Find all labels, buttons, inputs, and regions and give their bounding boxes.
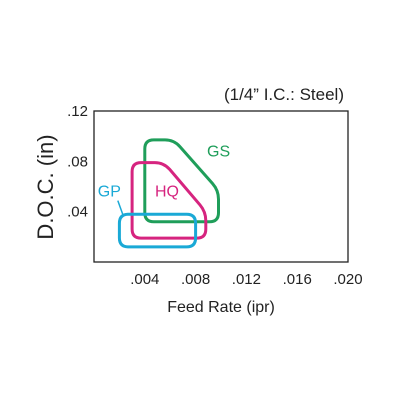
x-tick-label: .008 — [181, 271, 210, 288]
operating-regions: GS HQ GP — [98, 138, 230, 249]
x-tick-labels: .004 .008 .012 .016 .020 — [130, 271, 362, 288]
x-tick-label: .004 — [130, 271, 159, 288]
region-gs — [143, 138, 220, 224]
region-label-hq: HQ — [155, 184, 179, 201]
region-hq — [130, 161, 208, 240]
region-gp — [117, 212, 198, 249]
y-tick-label: .04 — [67, 204, 88, 221]
x-axis-title: Feed Rate (ipr) — [167, 299, 275, 316]
y-axis-title: D.O.C. (in) — [33, 134, 58, 239]
y-tick-label: .12 — [67, 103, 88, 120]
plot-frame — [93, 110, 349, 263]
x-tick-label: .012 — [232, 271, 261, 288]
x-tick-label: .016 — [283, 271, 312, 288]
gp-leader-line — [117, 200, 125, 217]
y-tick-labels: .04 .08 .12 — [67, 103, 88, 221]
y-tick-label: .08 — [67, 153, 88, 170]
region-label-gs: GS — [207, 143, 230, 160]
region-label-gp: GP — [98, 184, 121, 201]
chart-title: (1/4” I.C.: Steel) — [224, 85, 344, 104]
x-tick-label: .020 — [333, 271, 362, 288]
